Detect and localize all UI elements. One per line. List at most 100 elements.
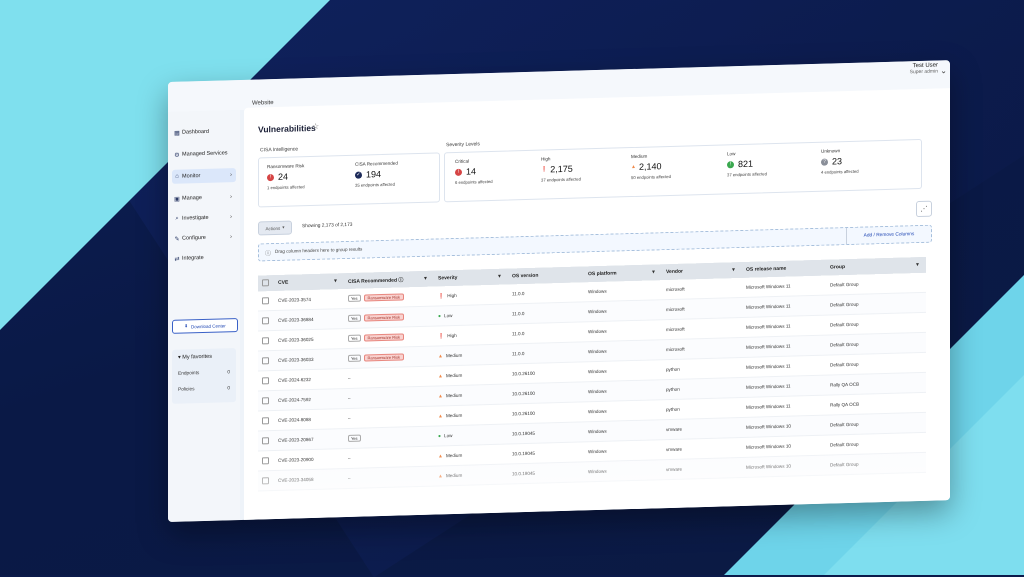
row-checkbox[interactable] [258, 370, 274, 391]
os-version-cell: 11.0.0 [508, 321, 584, 345]
sidebar-item-manage[interactable]: ▣ Manage › [172, 190, 236, 206]
cve-link[interactable]: CVE-2024-6232 [274, 368, 344, 391]
filter-icon[interactable]: ▼ [731, 267, 736, 274]
cisa-label: CISA Intelligence [260, 146, 299, 154]
sidebar-item-label: Dashboard [182, 128, 209, 136]
sidebar-item-configure[interactable]: ✎ Configure › [172, 230, 236, 246]
os-version-cell: 11.0.0 [508, 282, 584, 305]
ransomware-risk-badge: Ransomware Risk [363, 333, 404, 342]
metric-medium[interactable]: Medium ▲ 2,140 50 endpoints affected [631, 153, 671, 180]
cve-link[interactable]: CVE-2023-20867 [274, 428, 344, 451]
user-menu[interactable]: Test User Super admin ⌄ [909, 62, 947, 76]
filter-icon[interactable]: ▼ [497, 273, 502, 280]
metric-critical[interactable]: Critical ! 14 6 endpoints affected [455, 158, 493, 185]
filter-icon[interactable]: ▼ [651, 269, 656, 276]
column-header-os-version[interactable]: OS version [508, 266, 584, 285]
cisa-cell: Yes Ransomware Risk [344, 326, 434, 349]
metric-unknown[interactable]: Unknown ? 23 4 endpoints affected [821, 148, 859, 175]
row-checkbox[interactable] [258, 350, 274, 371]
os-platform-cell: Windows [584, 280, 662, 302]
metric-cisa-recommended[interactable]: CISA Recommended ✓ 194 35 endpoints affec… [355, 161, 398, 188]
chevron-down-icon: ▾ [282, 224, 285, 230]
column-header-cve[interactable]: CVE ▼ [274, 273, 344, 292]
app-window: Website Test User Super admin ⌄ ▦ Dashbo… [168, 60, 950, 522]
select-all-checkbox[interactable] [258, 275, 274, 292]
dashboard-icon: ▦ [174, 130, 180, 137]
sidebar-item-investigate[interactable]: ⌕ Investigate › [172, 210, 236, 226]
cve-link[interactable]: CVE-2024-7592 [274, 388, 344, 411]
metric-low[interactable]: Low ! 821 37 endpoints affected [727, 150, 767, 177]
favorites-title: My favorites [182, 353, 212, 361]
column-header-os-release[interactable]: OS release name [742, 259, 826, 278]
row-checkbox[interactable] [258, 291, 274, 311]
user-role: Super admin [909, 68, 938, 76]
low-icon: ! [727, 160, 734, 168]
os-release-cell: Microsoft Windows 11 [742, 355, 826, 378]
column-header-vendor[interactable]: Vendor ▼ [662, 261, 742, 281]
column-header-group[interactable]: Group ▼ [826, 256, 926, 276]
filter-icon[interactable]: ▼ [915, 261, 920, 269]
download-center-button[interactable]: ⬇ Download Center [172, 318, 238, 334]
sidebar-item-integrate[interactable]: ⇄ Integrate [172, 250, 236, 266]
cisa-empty: – [348, 415, 351, 421]
favorite-count: 0 [227, 386, 230, 392]
column-header-os-platform[interactable]: OS platform ▼ [584, 264, 662, 283]
os-release-cell: Microsoft Windows 10 [742, 415, 826, 438]
column-header-cisa[interactable]: CISA Recommended ⓘ ▼ [344, 270, 434, 290]
metric-sub: 4 endpoints affected [821, 168, 859, 175]
severity-icon: ❗ [438, 332, 445, 339]
sidebar-item-label: Monitor [182, 173, 201, 180]
group-drop-zone[interactable]: ⓘ Drag column headers here to group resu… [258, 224, 932, 262]
sidebar-item-label: Configure [182, 234, 206, 242]
metric-ransomware-risk[interactable]: Ransomware Risk ! 24 1 endpoints affected [267, 163, 305, 190]
metric-high[interactable]: High ❗ 2,175 37 endpoints affected [541, 155, 581, 182]
favorite-item-policies[interactable]: Policies 0 [178, 386, 230, 392]
cve-link[interactable]: CVE-2023-36025 [274, 328, 344, 351]
add-remove-columns-button[interactable]: Add / Remove Columns [846, 225, 931, 245]
cisa-yes-badge: Yes [348, 354, 361, 362]
cve-link[interactable]: CVE-2023-36033 [274, 348, 344, 371]
column-header-severity[interactable]: Severity ▼ [434, 268, 508, 287]
chevron-right-icon: › [230, 172, 232, 179]
favorites-panel: ▾ My favorites Endpoints 0 Policies 0 [172, 348, 236, 404]
cve-link[interactable]: CVE-2023-36884 [274, 308, 344, 331]
cisa-cell: Yes Ransomware Risk [344, 306, 434, 329]
row-checkbox[interactable] [258, 310, 274, 331]
unknown-icon: ? [821, 158, 828, 166]
filter-icon[interactable]: ▼ [333, 278, 338, 285]
row-checkbox[interactable] [258, 430, 274, 451]
chevron-down-icon[interactable]: ⌄ [940, 66, 947, 76]
actions-button[interactable]: Actions ▾ [258, 220, 292, 236]
star-icon[interactable]: ☆ [312, 121, 320, 131]
download-center-label: Download Center [191, 322, 226, 329]
chevron-right-icon: › [230, 194, 232, 201]
os-release-cell: Microsoft Windows 11 [742, 275, 826, 298]
ransomware-risk-badge: Ransomware Risk [363, 293, 404, 302]
cisa-cell: – [344, 366, 434, 389]
share-icon[interactable]: ⋰ [916, 200, 932, 218]
metric-value: 2,175 [550, 163, 573, 175]
row-checkbox[interactable] [258, 410, 274, 431]
row-checkbox[interactable] [258, 390, 274, 411]
drag-hint: Drag column headers here to group result… [275, 246, 363, 255]
os-platform-cell: Windows [584, 379, 662, 402]
os-release-cell: Microsoft Windows 11 [742, 375, 826, 398]
favorites-header[interactable]: ▾ My favorites [178, 354, 212, 361]
filter-icon[interactable]: ▼ [423, 275, 428, 282]
metric-label: High [541, 156, 551, 162]
favorite-item-endpoints[interactable]: Endpoints 0 [178, 370, 230, 376]
monitor-icon: ⌂ [175, 173, 179, 180]
cve-link[interactable]: CVE-2024-8088 [274, 408, 344, 431]
row-checkbox[interactable] [258, 330, 274, 351]
cve-link[interactable]: CVE-2023-3574 [274, 289, 344, 311]
sidebar-item-label: Managed Services [182, 150, 228, 158]
breadcrumb[interactable]: Website [252, 100, 274, 107]
group-cell: Rally QA OCB [826, 392, 926, 416]
sidebar-item-dashboard[interactable]: ▦ Dashboard [172, 124, 236, 140]
sidebar-item-label: Investigate [182, 214, 209, 222]
metric-value: 23 [832, 156, 843, 167]
severity-cell: ● Low [434, 304, 508, 327]
sidebar-item-monitor[interactable]: ⌂ Monitor › [172, 168, 236, 184]
sidebar-item-managed-services[interactable]: ⚙ Managed Services [172, 146, 236, 162]
warning-icon: ▲ [631, 163, 636, 171]
